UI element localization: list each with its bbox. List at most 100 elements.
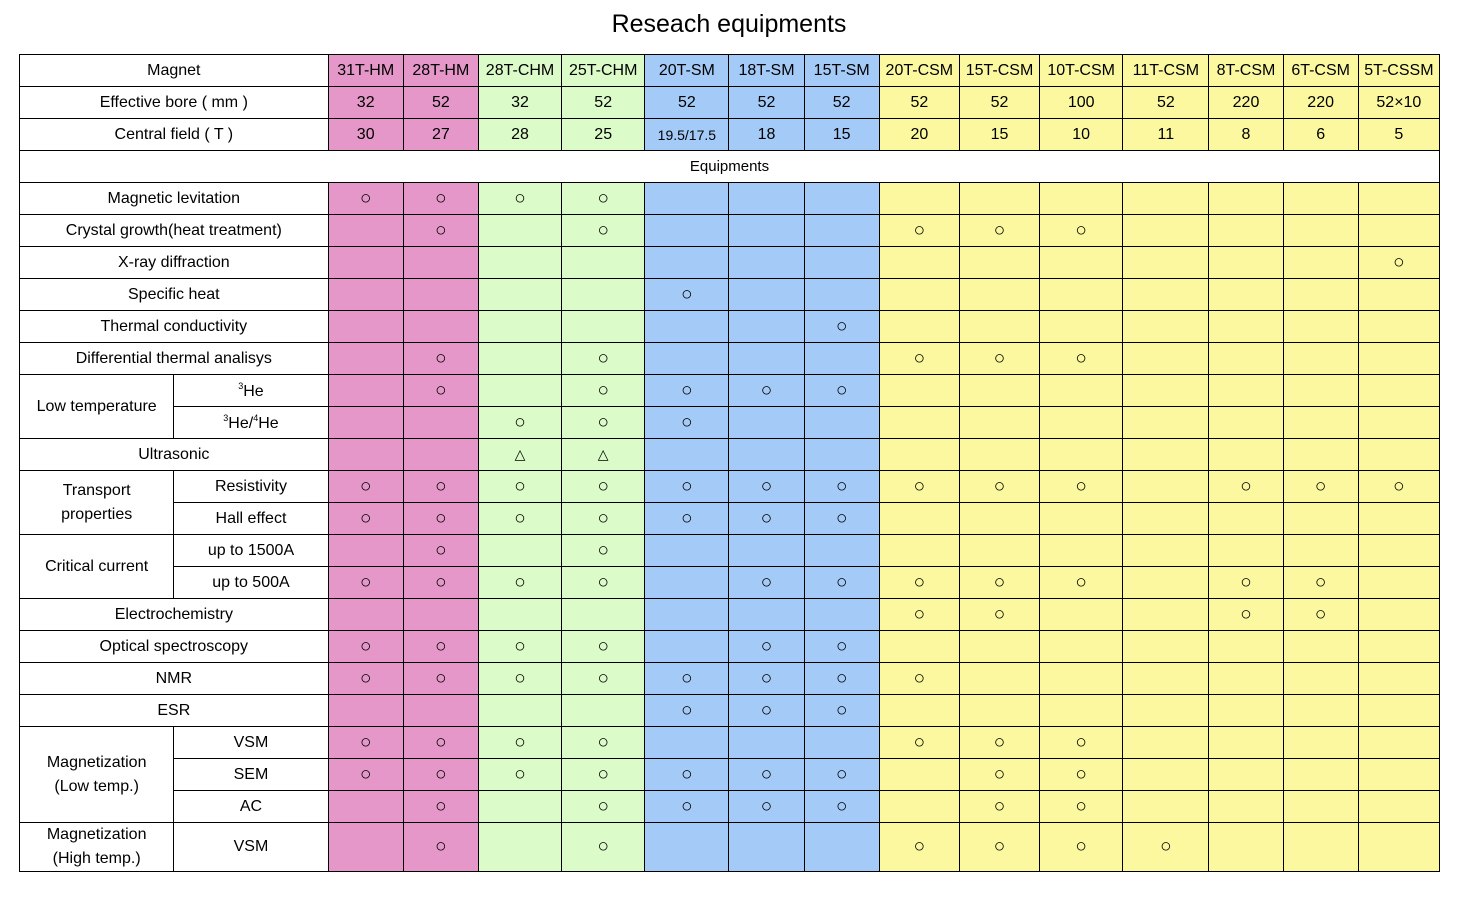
circle-mark: ○ <box>597 667 609 689</box>
availability-cell: ○ <box>958 758 1041 791</box>
availability-cell: ○ <box>477 726 563 759</box>
availability-cell: ○ <box>728 470 805 503</box>
availability-cell <box>803 278 880 311</box>
availability-cell <box>1122 374 1210 407</box>
availability-cell <box>728 598 805 631</box>
availability-cell: ○ <box>728 630 805 663</box>
circle-mark: ○ <box>435 379 447 401</box>
circle-mark: ○ <box>913 667 926 689</box>
circle-mark: ○ <box>597 836 609 857</box>
availability-cell <box>728 214 805 247</box>
availability-cell: ○ <box>402 630 479 663</box>
equipment-row: AC ○ ○ ○ ○ ○ ○ ○ <box>20 790 1441 823</box>
availability-cell: ○ <box>1208 566 1284 599</box>
availability-cell <box>327 534 404 567</box>
availability-cell: ○ <box>561 566 646 599</box>
availability-cell <box>477 342 563 375</box>
equipment-row: up to 500A ○ ○ ○ ○ ○ ○ ○ ○ ○ ○ ○ <box>20 566 1441 599</box>
circle-mark: ○ <box>435 731 447 753</box>
availability-cell: ○ <box>561 758 646 791</box>
availability-cell: ○ <box>1039 758 1124 791</box>
availability-cell <box>327 310 404 343</box>
equipment-row: Ultrasonic △ △ <box>19 438 1441 471</box>
availability-cell <box>1282 822 1359 872</box>
availability-cell: ○ <box>561 342 646 375</box>
availability-cell <box>1357 406 1441 439</box>
circle-mark: ○ <box>514 187 526 209</box>
availability-cell <box>327 342 404 375</box>
availability-cell: ○ <box>561 374 646 407</box>
availability-cell: ○ <box>402 342 479 375</box>
circle-mark: ○ <box>1314 475 1327 497</box>
availability-cell: ○ <box>803 470 880 503</box>
equipment-row: Electrochemistry ○ ○ ○ ○ <box>19 598 1441 631</box>
availability-cell: ○ <box>958 566 1041 599</box>
equipment-label: Transport properties <box>18 470 175 535</box>
availability-cell <box>1208 246 1284 279</box>
availability-cell: ○ <box>561 406 646 439</box>
availability-cell: ○ <box>958 214 1041 247</box>
availability-cell: ○ <box>803 310 880 343</box>
availability-cell <box>728 342 805 375</box>
availability-cell: ○ <box>402 790 479 823</box>
availability-cell <box>958 694 1041 727</box>
availability-cell: ○ <box>644 470 730 503</box>
availability-cell: ○ <box>1039 790 1124 823</box>
equipment-label: Thermal conductivity <box>19 310 329 343</box>
equipments-row: Equipments <box>19 150 1440 183</box>
availability-cell <box>878 406 960 439</box>
availability-cell <box>1122 214 1210 247</box>
availability-cell <box>1208 374 1284 407</box>
availability-cell <box>477 278 563 311</box>
availability-cell <box>1122 534 1210 567</box>
availability-cell <box>1208 662 1284 695</box>
availability-cell <box>477 822 563 872</box>
availability-cell: ○ <box>803 566 880 599</box>
availability-cell <box>1122 662 1210 695</box>
availability-cell <box>1039 310 1124 343</box>
equipment-label: Crystal growth(heat treatment) <box>19 214 329 247</box>
circle-mark: ○ <box>359 475 372 497</box>
availability-cell <box>644 214 730 247</box>
availability-cell: ○ <box>402 662 479 695</box>
availability-cell <box>327 214 404 247</box>
magnet-field: 11 <box>1122 118 1210 151</box>
circle-mark: ○ <box>1075 219 1087 241</box>
availability-cell <box>1122 598 1210 631</box>
circle-mark: ○ <box>913 603 926 625</box>
availability-cell <box>1357 342 1441 375</box>
availability-cell: ○ <box>327 726 404 759</box>
availability-cell: ○ <box>728 790 805 823</box>
circle-mark: ○ <box>760 379 773 401</box>
availability-cell: ○ <box>1208 470 1284 503</box>
circle-mark: ○ <box>597 571 609 593</box>
availability-cell: ○ <box>878 214 960 247</box>
equipment-row: Hall effect ○ ○ ○ ○ ○ ○ ○ <box>20 502 1441 535</box>
availability-cell <box>803 438 880 471</box>
availability-cell <box>1357 534 1441 567</box>
availability-cell <box>327 374 404 407</box>
circle-mark: ○ <box>760 763 773 785</box>
circle-mark: ○ <box>1075 347 1087 369</box>
circle-mark: ○ <box>993 763 1006 785</box>
magnet-name: 8T-CSM <box>1208 54 1284 87</box>
availability-cell: ○ <box>477 630 563 663</box>
availability-cell <box>1039 374 1124 407</box>
circle-mark: ○ <box>913 347 926 369</box>
circle-mark: ○ <box>514 635 526 657</box>
magnet-field: 8 <box>1208 118 1284 151</box>
magnet-bore: 52 <box>878 86 960 119</box>
circle-mark: ○ <box>359 635 372 657</box>
availability-cell <box>878 438 960 471</box>
availability-cell <box>1357 310 1441 343</box>
circle-mark: ○ <box>835 667 848 689</box>
availability-cell <box>1122 438 1210 471</box>
equipment-row: Magnetization (Low temp.) VSM ○ ○ ○ ○ ○ ○ ○ <box>18 726 1441 823</box>
availability-cell <box>958 374 1041 407</box>
magnet-name: 28T-CHM <box>477 54 563 87</box>
availability-cell <box>1282 406 1359 439</box>
circle-mark: ○ <box>597 219 609 241</box>
availability-cell: ○ <box>477 758 563 791</box>
circle-mark: ○ <box>514 731 526 753</box>
circle-mark: ○ <box>835 795 848 817</box>
